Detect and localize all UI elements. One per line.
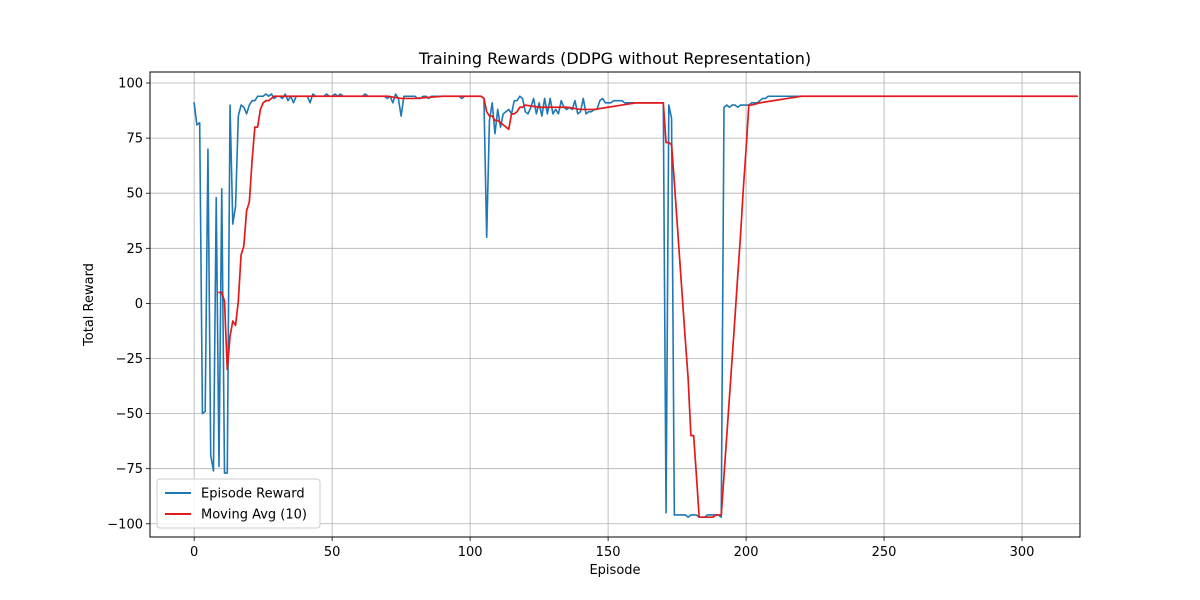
x-tick-label: 100 (458, 545, 483, 560)
y-tick-label: −100 (107, 517, 143, 532)
chart-title: Training Rewards (DDPG without Represent… (418, 49, 811, 68)
y-tick-label: −50 (116, 407, 143, 422)
legend-label: Moving Avg (10) (201, 508, 307, 523)
y-tick-label: −25 (116, 352, 143, 367)
x-tick-label: 200 (734, 545, 759, 560)
x-tick-label: 0 (190, 545, 198, 560)
tick-layer: 0 50 100 150 200 250 300 −100 −75 −50 −25 0 25 50 75 10… (107, 77, 1034, 560)
legend-box (156, 478, 321, 529)
y-tick-label: 0 (135, 297, 143, 312)
moving-avg-line (218, 95, 1079, 519)
series-layer (193, 93, 1079, 519)
legend: Episode Reward Moving Avg (10) (156, 478, 321, 529)
y-tick-label: 75 (126, 132, 143, 147)
y-tick-label: 25 (126, 242, 143, 257)
x-tick-label: 150 (596, 545, 621, 560)
y-tick-label: −75 (116, 462, 143, 477)
y-axis-label: Total Reward (82, 263, 97, 347)
x-tick-label: 300 (1010, 545, 1035, 560)
y-tick-label: 50 (126, 187, 143, 202)
x-tick-label: 50 (324, 545, 341, 560)
legend-label: Episode Reward (201, 487, 305, 502)
x-axis-label: Episode (589, 563, 640, 578)
x-tick-label: 250 (872, 545, 897, 560)
plot-frame (149, 71, 1081, 538)
y-tick-label: 100 (118, 77, 143, 92)
